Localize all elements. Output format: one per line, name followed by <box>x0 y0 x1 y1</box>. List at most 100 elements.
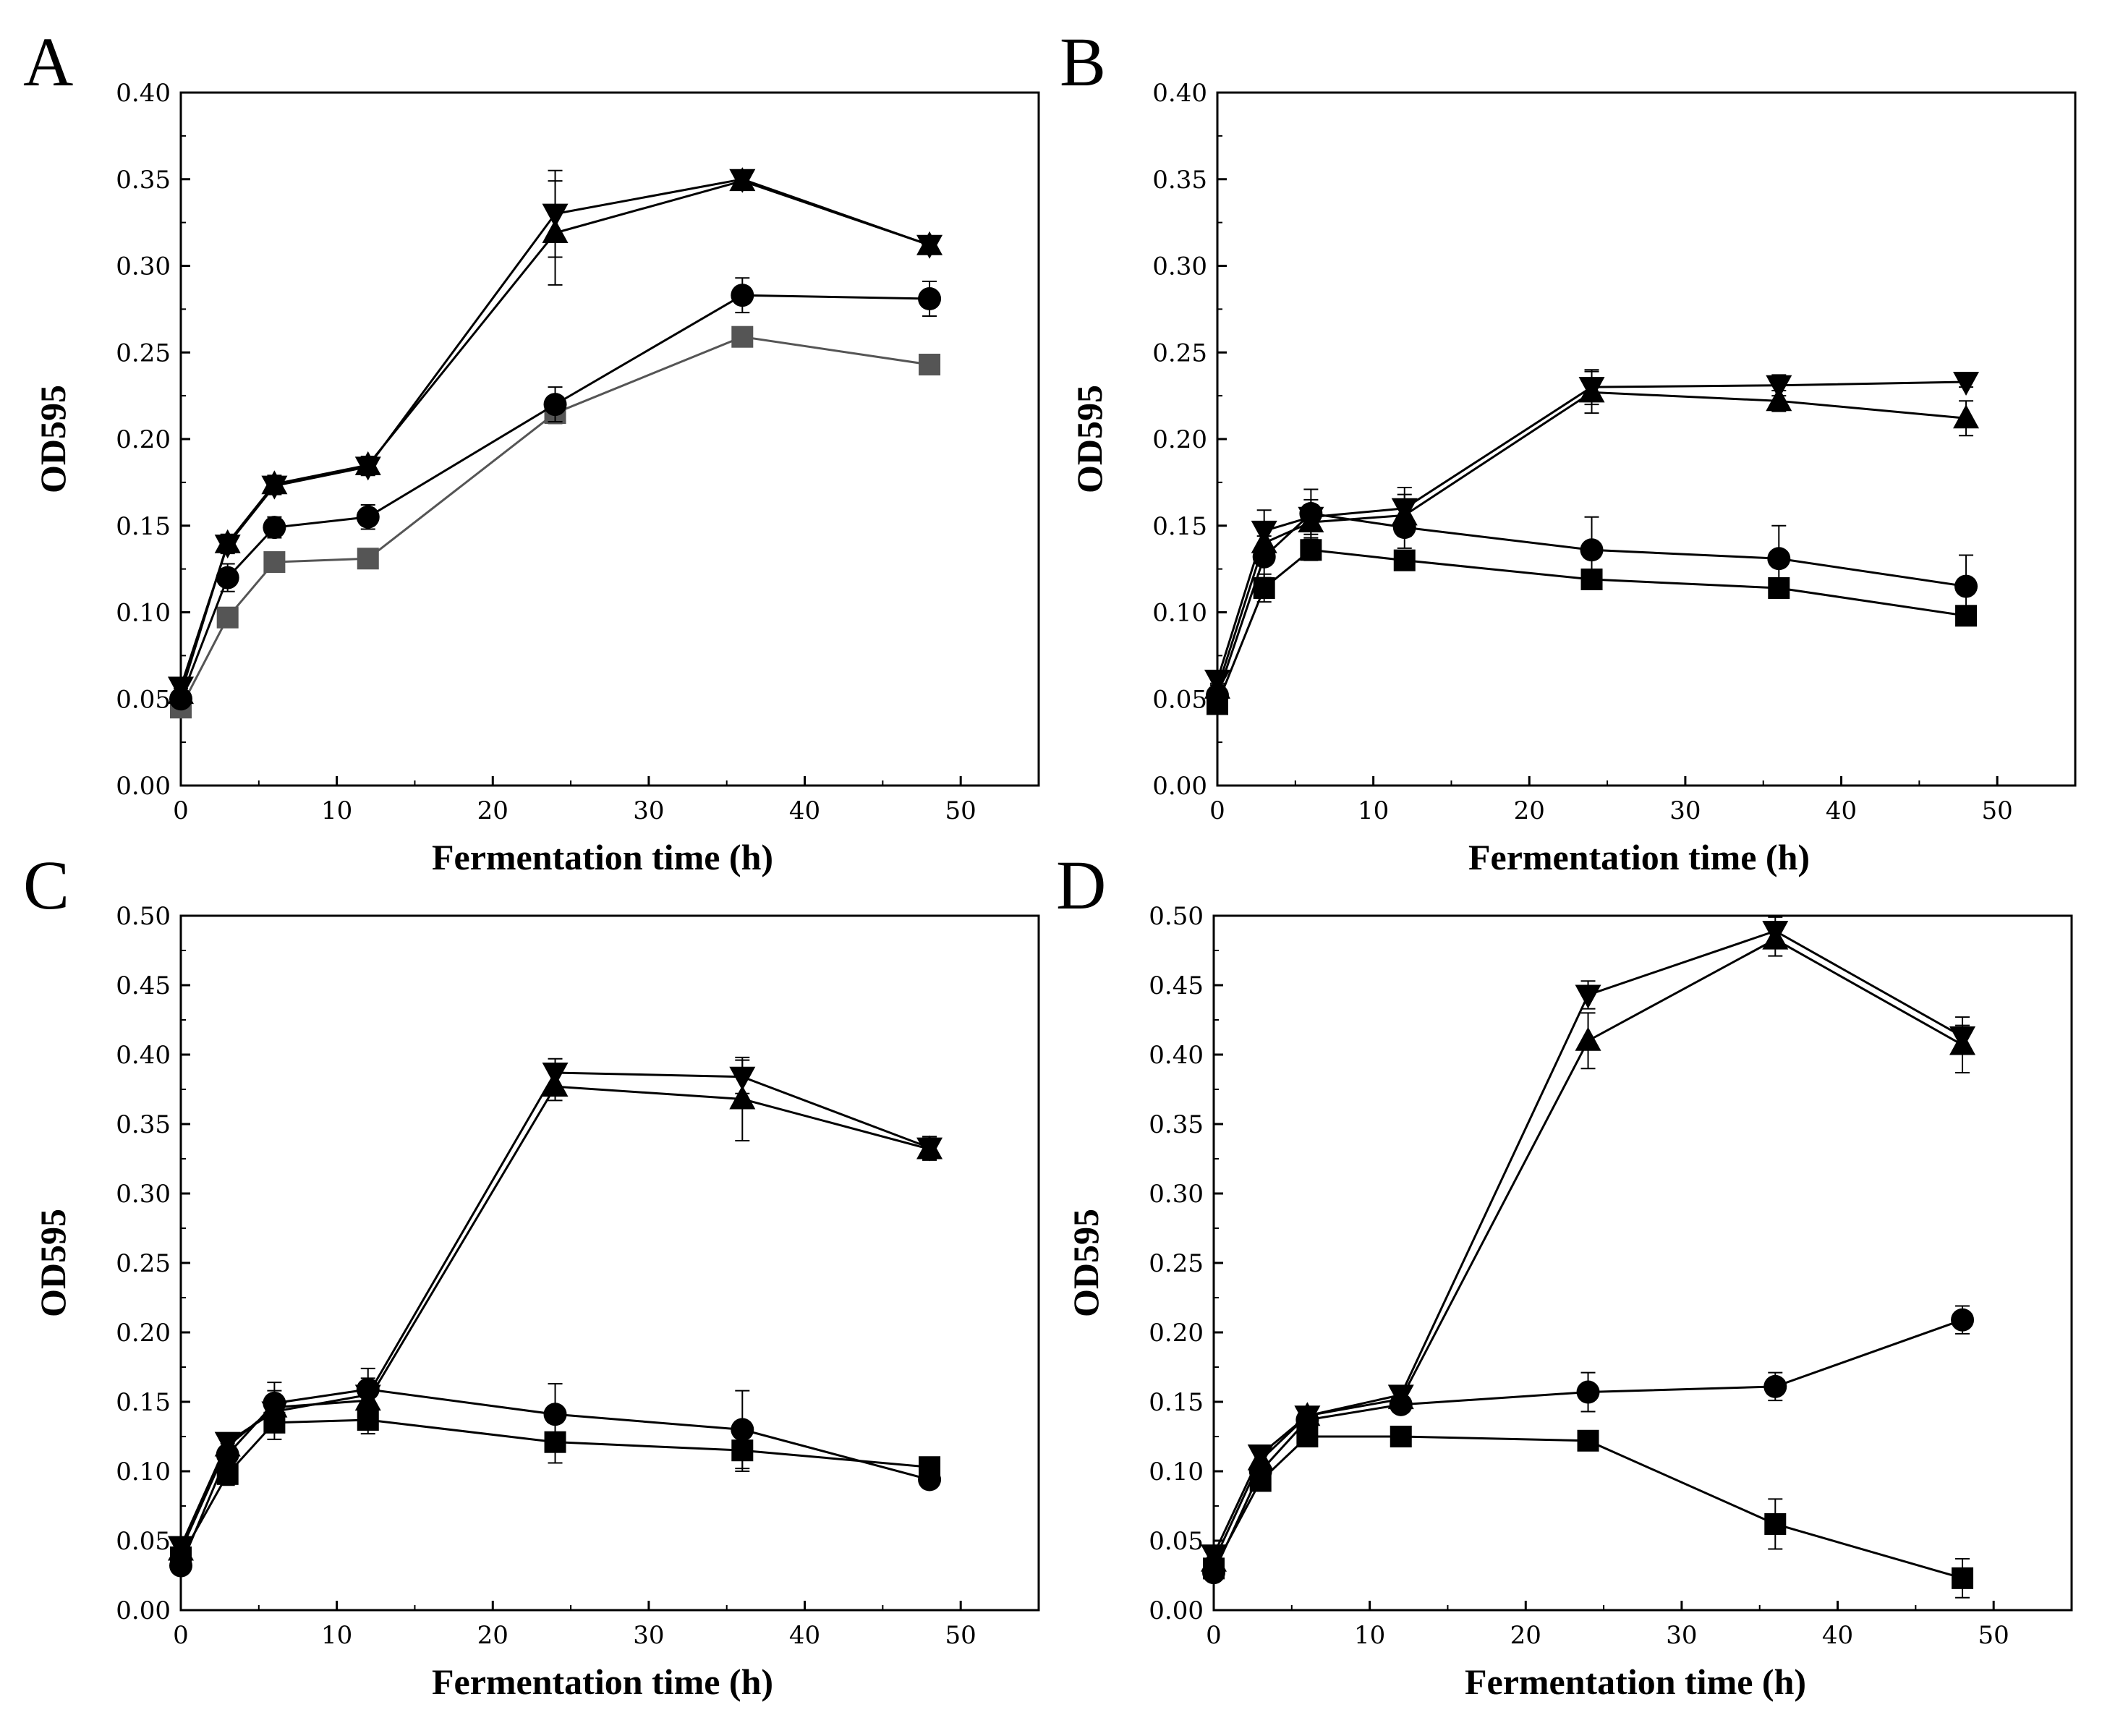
data-point <box>168 676 194 701</box>
data-point <box>1578 377 1605 401</box>
data-point <box>729 1066 756 1091</box>
x-axis-title: Fermentation time (h) <box>432 837 773 877</box>
series-line <box>1212 1435 1963 1580</box>
x-tick-label: 20 <box>1514 796 1545 825</box>
series-triangle-up <box>1201 922 1976 1572</box>
data-point <box>1201 1544 1227 1569</box>
data-point <box>1766 375 1792 399</box>
series-line <box>179 294 930 699</box>
y-tick-label: 0.35 <box>116 1110 171 1139</box>
data-point <box>1576 1380 1600 1404</box>
x-tick-label: 30 <box>1669 796 1701 825</box>
y-tick-label: 0.00 <box>116 1596 171 1625</box>
series-line <box>179 1085 930 1552</box>
data-point <box>1766 387 1792 412</box>
panel-c: 0.00 0.05 0.10 0.15 0.20 0.25 0.30 0.35 0.40 0.45… <box>23 846 1040 1702</box>
x-tick-label: 0 <box>173 1621 189 1650</box>
series-triangle-down <box>168 1058 943 1560</box>
panel-letter: A <box>23 23 73 101</box>
y-tick-label: 0.20 <box>116 425 171 454</box>
y-tick-label: 0.25 <box>116 339 171 367</box>
y-tick-label: 0.05 <box>116 1527 171 1556</box>
series-triangle-down <box>1201 916 1976 1569</box>
x-tick-label: 40 <box>789 796 820 825</box>
data-point <box>261 475 288 500</box>
y-tick-label: 0.50 <box>1149 902 1204 931</box>
data-point <box>1294 1405 1321 1430</box>
data-point <box>1390 1426 1412 1447</box>
data-point <box>1767 547 1791 571</box>
data-point <box>1247 1444 1274 1468</box>
y-tick-label: 0.25 <box>1152 339 1207 367</box>
data-point <box>542 1062 569 1086</box>
series-square <box>1203 1426 1974 1599</box>
panel-letter: B <box>1060 23 1106 101</box>
data-point <box>1949 1026 1976 1051</box>
y-axis-title: OD595 <box>1065 1209 1106 1317</box>
y-tick-label: 0.20 <box>1152 425 1207 454</box>
x-tick-label: 40 <box>1826 796 1857 825</box>
x-tick-label: 20 <box>1510 1621 1541 1650</box>
data-point <box>543 1403 567 1426</box>
y-tick-label: 0.45 <box>116 971 171 1000</box>
y-tick-label: 0.35 <box>116 166 171 195</box>
series-triangle-up <box>168 1056 943 1561</box>
x-tick-label: 40 <box>789 1621 820 1650</box>
series-triangle-down <box>1204 369 1980 694</box>
data-point <box>214 535 241 559</box>
x-tick-label: 30 <box>633 796 664 825</box>
panel-b: 0.00 0.05 0.10 0.15 0.20 0.25 0.30 0.35 0.40 0 10 2… <box>1060 23 2077 877</box>
x-tick-label: 0 <box>173 796 189 825</box>
data-point <box>1575 1026 1601 1051</box>
data-point <box>1387 1384 1414 1409</box>
data-point <box>214 1431 241 1456</box>
y-tick-label: 0.20 <box>1149 1319 1204 1348</box>
data-point <box>216 606 239 629</box>
data-point <box>263 551 286 574</box>
data-point <box>168 1536 194 1560</box>
data-point <box>1298 506 1324 531</box>
series-square <box>170 326 941 719</box>
panel-d: 0.00 0.05 0.10 0.15 0.20 0.25 0.30 0.35 0.40 0.45… <box>1056 846 2073 1702</box>
data-point <box>1762 921 1789 945</box>
data-point <box>1764 1512 1787 1535</box>
y-tick-label: 0.50 <box>116 902 171 931</box>
y-tick-label: 0.20 <box>116 1319 171 1348</box>
data-point <box>1577 1429 1599 1452</box>
data-point <box>354 456 381 481</box>
x-tick-label: 50 <box>945 1621 976 1650</box>
data-point <box>918 287 942 311</box>
x-tick-label: 0 <box>1206 1621 1222 1650</box>
data-point <box>731 284 754 307</box>
series-circle <box>169 1367 942 1578</box>
y-tick-label: 0.10 <box>1152 599 1207 628</box>
y-tick-label: 0.10 <box>1149 1458 1204 1486</box>
plot-frame <box>1216 91 2077 787</box>
data-point <box>543 393 567 417</box>
y-tick-label: 0.10 <box>116 1458 171 1486</box>
x-tick-label: 10 <box>321 1621 352 1650</box>
plot-frame <box>179 91 1040 787</box>
data-point <box>216 566 239 590</box>
y-tick-label: 0.00 <box>116 772 171 801</box>
data-point <box>1393 549 1416 571</box>
y-tick-label: 0.15 <box>1152 512 1207 541</box>
data-point <box>1953 371 1980 396</box>
data-point <box>1391 498 1418 522</box>
y-tick-label: 0.30 <box>116 252 171 281</box>
y-tick-label: 0.30 <box>1149 1180 1204 1209</box>
y-tick-label: 0.35 <box>1149 1110 1204 1139</box>
data-point <box>1954 574 1978 598</box>
data-point <box>731 326 754 348</box>
x-tick-label: 50 <box>1978 1621 2009 1650</box>
y-tick-label: 0.15 <box>116 512 171 541</box>
x-tick-label: 10 <box>1354 1621 1385 1650</box>
data-point <box>916 1137 943 1162</box>
data-point <box>729 169 756 193</box>
data-point <box>1575 984 1601 1009</box>
y-tick-label: 0.40 <box>1149 1041 1204 1070</box>
data-point <box>1953 404 1980 429</box>
data-point <box>916 234 943 259</box>
data-point <box>731 1418 754 1442</box>
plot-frame <box>1212 914 2073 1612</box>
